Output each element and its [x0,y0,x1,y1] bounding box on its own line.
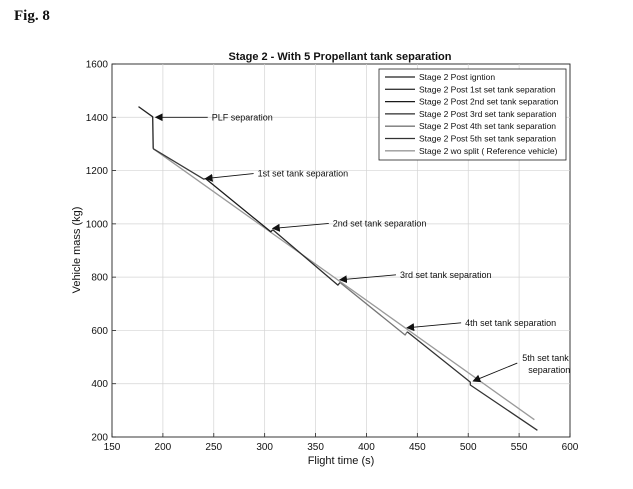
y-axis-label: Vehicle mass (kg) [71,207,83,294]
legend-label: Stage 2 Post 4th set tank separation [419,121,556,131]
chart-title: Stage 2 - With 5 Propellant tank separat… [228,51,451,63]
axis-ticks: 150 200 250 300 350 400 450 500 550 6002004006008… [86,60,579,454]
series-line-1 [138,106,154,149]
x-tick-label: 250 [205,442,222,453]
annotation-label: 2nd set tank separation [333,218,427,228]
x-axis-label: Flight time (s) [308,455,375,467]
annotation-arrow [472,362,518,383]
x-tick-label: 350 [307,442,324,453]
annotation-label: PLF separation [212,112,273,122]
annotation-label: 1st set tank separation [258,169,349,179]
annotations: PLF separation 1st set tank separation 2nd… [154,112,570,383]
legend-label: Stage 2 Post 2nd set tank separation [419,97,559,107]
y-tick-label: 400 [91,379,108,390]
annotation-label: 5th set tank [522,353,569,363]
annotation-label: separation [528,365,570,375]
series-line-7 [152,148,535,421]
annotation-label: 4th set tank separation [465,318,556,328]
y-tick-label: 1400 [86,113,109,124]
annotation-arrow [204,173,254,182]
annotation-arrow [271,222,329,232]
y-tick-label: 1200 [86,166,109,177]
series-line-2 [152,148,206,180]
legend-label: Stage 2 wo split ( Reference vehicle) [419,146,558,156]
annotation-arrow [406,322,462,332]
series-line-6 [406,331,538,431]
legend-label: Stage 2 Post 3rd set tank separation [419,109,557,119]
x-tick-label: 300 [256,442,273,453]
legend-label: Stage 2 Post 1st set tank separation [419,84,556,94]
x-tick-label: 500 [460,442,477,453]
series-line-4 [272,229,341,286]
x-tick-label: 600 [562,442,579,453]
x-tick-label: 550 [511,442,528,453]
figure-label: Fig. 8 [14,8,50,24]
x-tick-label: 200 [155,442,172,453]
y-tick-label: 200 [91,433,108,444]
annotation-arrow [338,274,396,284]
y-tick-label: 600 [91,326,108,337]
annotation-label: 3rd set tank separation [400,270,492,280]
x-tick-label: 400 [358,442,375,453]
y-tick-label: 1600 [86,60,109,71]
plot-frame [111,63,571,438]
legend-label: Stage 2 Post 5th set tank separation [419,134,556,144]
y-tick-label: 800 [91,273,108,284]
x-tick-label: 150 [104,442,121,453]
legend: Stage 2 Post igntion Stage 2 Post 1st set… [378,68,567,161]
x-tick-label: 450 [409,442,426,453]
legend-label: Stage 2 Post igntion [419,72,495,82]
y-tick-label: 1000 [86,219,109,230]
series-line-5 [339,281,408,336]
